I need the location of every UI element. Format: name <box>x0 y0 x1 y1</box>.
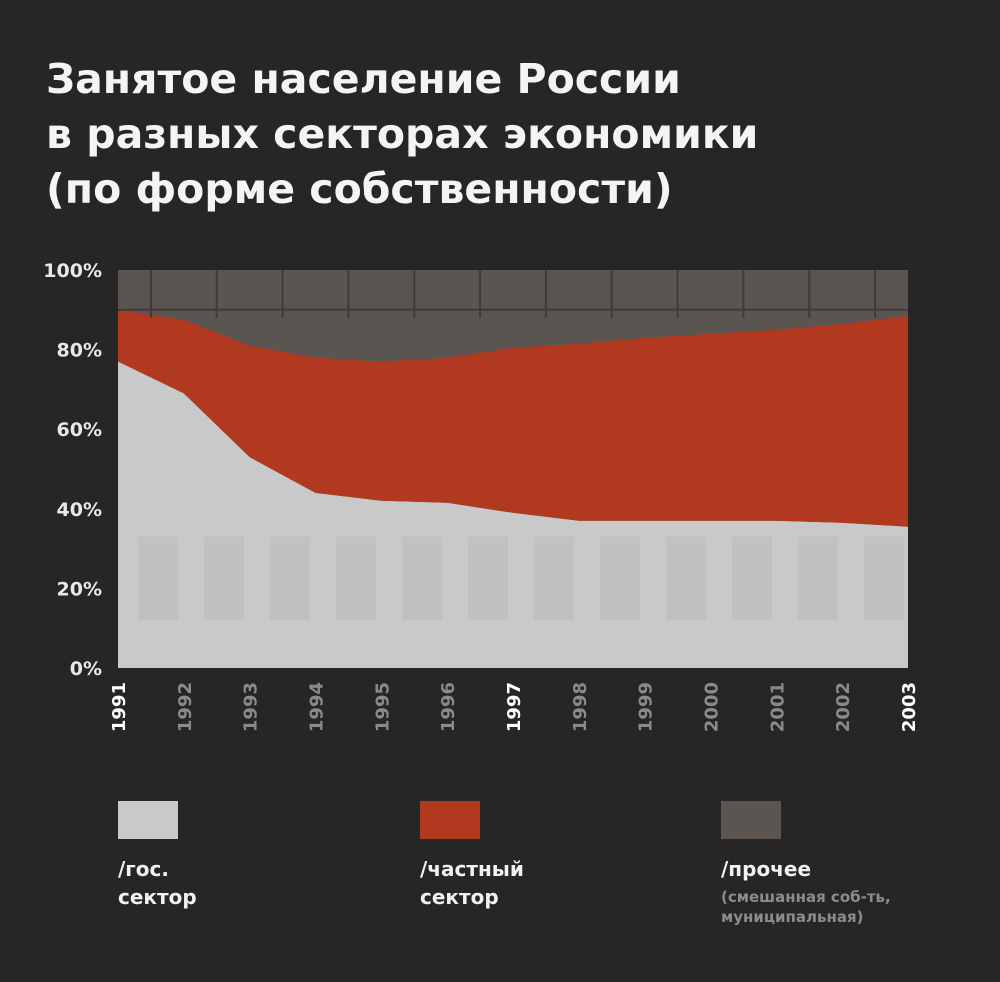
texture-building <box>468 536 508 621</box>
area-series-1 <box>118 309 908 527</box>
legend-item-other: /прочее (смешанная соб-ть, муниципальная… <box>721 801 891 927</box>
legend-item-state: /гос. сектор <box>118 801 197 911</box>
chart-title: Занятое население России в разных сектор… <box>46 52 946 217</box>
x-tick-label: 1996 <box>438 682 459 732</box>
area-series-0 <box>118 361 908 668</box>
texture-building <box>336 536 376 621</box>
x-tick-label: 2000 <box>702 682 723 732</box>
title-line: в разных секторах экономики <box>46 110 759 158</box>
x-tick-label: 2001 <box>767 682 788 732</box>
legend-sublabel-other: (смешанная соб-ть, муниципальная) <box>721 888 891 926</box>
texture-building <box>600 536 640 621</box>
texture-building <box>534 536 574 621</box>
stacked-area-chart: 0% 20% 40% 60% 80% 100% 1991 1992 1993 1994 1995 19… <box>43 260 920 732</box>
legend-label-other: /прочее <box>721 857 812 881</box>
y-tick-label: 100% <box>43 260 102 282</box>
x-tick-label: 1995 <box>372 682 393 732</box>
x-tick-label: 2002 <box>833 682 854 732</box>
texture-building <box>798 536 838 621</box>
y-tick-label: 20% <box>57 578 102 600</box>
x-tick-label: 1991 <box>109 682 130 732</box>
texture-building <box>402 536 442 621</box>
texture-building <box>864 536 904 621</box>
y-tick-label: 40% <box>57 499 102 521</box>
legend-swatch-other <box>721 801 781 839</box>
legend-item-private: /частный сектор <box>420 801 524 911</box>
title-line: Занятое население России <box>46 55 681 103</box>
title-line: (по форме собственности) <box>46 165 673 213</box>
x-tick-label: 1998 <box>570 682 591 732</box>
texture-building <box>732 536 772 621</box>
x-tick-label: 1992 <box>175 682 196 732</box>
y-tick-label: 60% <box>57 419 102 441</box>
texture-building <box>666 536 706 621</box>
x-tick-label: 2003 <box>899 682 920 732</box>
texture-building <box>270 536 310 621</box>
texture-building <box>204 536 244 621</box>
x-tick-label: 1993 <box>241 682 262 732</box>
legend-label-private: /частный сектор <box>420 857 524 909</box>
area-series-2 <box>118 270 908 362</box>
x-tick-label: 1997 <box>504 682 525 732</box>
y-tick-label: 80% <box>57 340 102 362</box>
legend-swatch-state <box>118 801 178 839</box>
legend-label-state: /гос. сектор <box>118 857 197 909</box>
x-tick-label: 1994 <box>307 682 328 732</box>
legend-swatch-private <box>420 801 480 839</box>
x-tick-label: 1999 <box>636 682 657 732</box>
texture-building <box>138 536 178 621</box>
y-tick-label: 0% <box>70 658 102 680</box>
